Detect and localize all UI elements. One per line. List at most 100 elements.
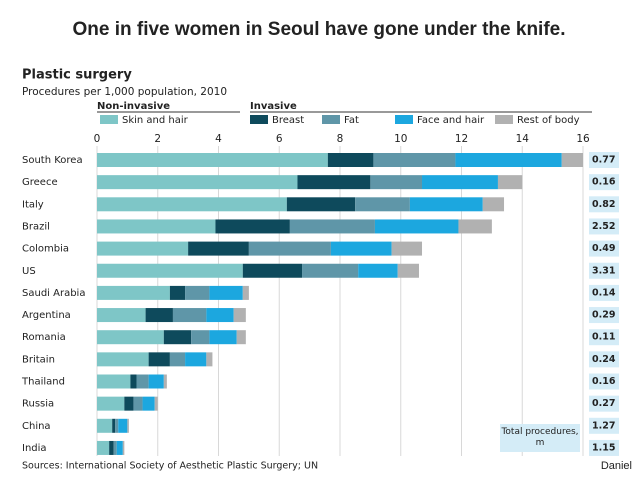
bar-segment	[215, 219, 290, 234]
bar-segment	[97, 352, 149, 367]
bar-segment	[497, 175, 523, 190]
bar-segment	[127, 418, 129, 433]
y-tick-label: Argentina	[22, 310, 71, 321]
bar-segment	[330, 241, 392, 256]
legend-label: Breast	[272, 115, 304, 126]
bar-segment	[327, 153, 374, 167]
y-tick-label: Romania	[22, 332, 66, 343]
y-tick-label: China	[22, 421, 51, 432]
bar-segment	[297, 175, 371, 190]
bar-segment	[191, 330, 210, 345]
x-tick-label: 14	[516, 133, 530, 145]
legend-swatch	[395, 115, 413, 124]
bar-segment	[561, 153, 583, 167]
total-value: 3.31	[592, 265, 615, 276]
bar-segment	[482, 197, 505, 212]
bar-segment	[397, 263, 419, 278]
y-tick-label: South Korea	[22, 155, 83, 166]
x-tick-label: 10	[394, 133, 407, 145]
y-tick-label: Saudi Arabia	[22, 288, 85, 299]
total-cell	[589, 417, 619, 434]
x-tick-label: 8	[337, 133, 344, 145]
bar-segment	[97, 153, 328, 167]
bar-segment	[422, 175, 498, 190]
total-value: 0.77	[592, 155, 615, 166]
bar-segment	[122, 440, 125, 455]
bar-segment	[286, 197, 356, 212]
total-cell	[589, 395, 619, 412]
total-value: 0.14	[592, 287, 616, 298]
bar-segment	[97, 308, 146, 323]
bar-segment	[206, 352, 213, 367]
bar-segment	[97, 175, 298, 190]
chart-title: Plastic surgery	[22, 68, 132, 83]
total-cell	[589, 284, 619, 301]
y-tick-label: US	[22, 266, 36, 277]
total-value: 0.29	[592, 310, 615, 321]
y-tick-label: Britain	[22, 354, 55, 365]
bar-segment	[145, 308, 173, 323]
bar-segment	[172, 308, 207, 323]
credit: Daniel	[601, 460, 632, 472]
bar-segment	[374, 219, 459, 234]
bar-segment	[373, 153, 456, 167]
total-value: 1.27	[592, 420, 615, 431]
bar-segment	[97, 263, 243, 278]
bar-segment	[154, 396, 158, 411]
total-value: 2.52	[592, 221, 615, 232]
bar-segment	[242, 263, 303, 278]
y-tick-label: Colombia	[22, 244, 69, 255]
chart-subtitle: Procedures per 1,000 population, 2010	[22, 86, 227, 98]
bar-segment	[148, 352, 170, 367]
bar-segment	[116, 440, 123, 455]
bar-segment	[233, 308, 246, 323]
bar-segment	[409, 197, 483, 212]
bar-segment	[97, 197, 287, 212]
bar-segment	[97, 440, 110, 455]
legend-label: Rest of body	[517, 115, 580, 126]
total-cell	[589, 152, 619, 168]
x-tick-label: 6	[276, 133, 283, 145]
total-value: 0.16	[592, 376, 616, 387]
bar-segment	[302, 263, 359, 278]
totals-label: Total procedures, m	[500, 424, 580, 452]
y-tick-label: Thailand	[21, 377, 65, 388]
bar-segment	[236, 330, 246, 345]
total-cell	[589, 174, 619, 191]
bar-segment	[206, 308, 234, 323]
y-tick-label: Brazil	[22, 221, 50, 232]
bar-segment	[124, 396, 134, 411]
total-cell	[589, 329, 619, 346]
bar-segment	[97, 396, 125, 411]
total-cell	[589, 439, 619, 456]
bar-segment	[118, 418, 128, 433]
bar-segment	[248, 241, 331, 256]
legend-label: Face and hair	[417, 115, 485, 126]
bar-segment	[163, 374, 167, 389]
total-cell	[589, 218, 619, 235]
total-cell	[589, 240, 619, 257]
bar-segment	[455, 153, 562, 167]
bar-segment	[358, 263, 398, 278]
bar-segment	[185, 285, 210, 300]
y-tick-label: Italy	[22, 199, 44, 210]
bar-segment	[97, 285, 170, 300]
y-tick-label: Greece	[22, 177, 58, 188]
bar-segment	[209, 330, 237, 345]
total-value: 0.16	[592, 177, 616, 188]
bar-segment	[185, 352, 207, 367]
bar-segment	[136, 374, 149, 389]
total-value: 0.82	[592, 199, 615, 210]
total-value: 1.15	[592, 442, 615, 453]
legend-swatch	[495, 115, 513, 124]
bar-segment	[130, 374, 137, 389]
legend-label: Fat	[344, 115, 359, 126]
x-tick-label: 0	[94, 133, 101, 145]
legend-swatch	[322, 115, 340, 124]
bar-segment	[163, 330, 192, 345]
total-cell	[589, 373, 619, 390]
bar-segment	[391, 241, 423, 256]
total-cell	[589, 262, 619, 279]
bar-segment	[289, 219, 375, 234]
